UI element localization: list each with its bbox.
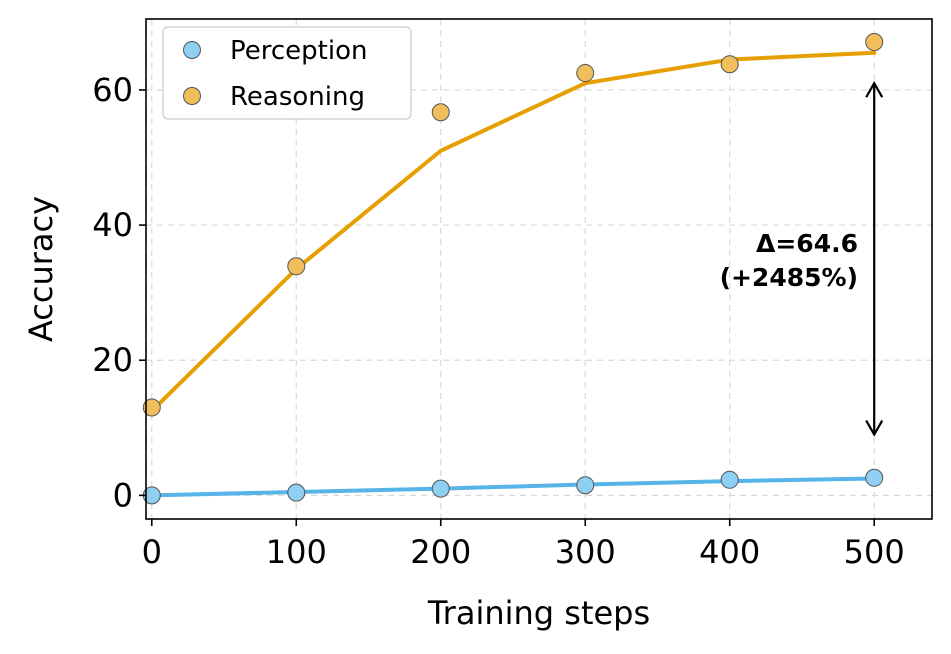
x-tick-label: 100 [266,533,327,571]
x-tick-label: 400 [699,533,760,571]
legend-entry-perception: Perception [230,36,367,66]
point-perception [287,483,306,502]
fit-line-perception [149,476,877,498]
point-perception [865,468,884,487]
fit-lines [149,50,877,498]
point-perception [431,479,450,498]
y-tick-label: 60 [92,71,133,109]
legend-marker-reasoning [183,87,201,105]
x-tick-label: 300 [555,533,616,571]
point-reasoning [576,64,595,83]
legend-entry-reasoning: Reasoning [230,82,365,112]
fit-line-reasoning [149,50,877,413]
delta-percent-label: (+2485%) [720,263,858,292]
legend-marker-perception [183,41,201,59]
plot-frame [145,18,933,520]
x-axis-label: Training steps [427,594,650,632]
delta-arrow-head-top [865,80,884,98]
point-reasoning [431,103,450,122]
y-tick-label: 0 [113,476,133,514]
point-perception [576,476,595,495]
legend-box [162,26,412,120]
delta-value-label: Δ=64.6 [756,229,858,258]
point-reasoning [720,55,739,74]
delta-annotation: Δ=64.6 (+2485%) [720,80,884,437]
point-reasoning [287,257,306,276]
y-tick-label: 20 [92,341,133,379]
x-tick-label: 0 [142,533,162,571]
data-points [142,32,884,505]
point-reasoning [865,32,884,51]
point-reasoning [142,398,161,417]
legend: Perception Reasoning [162,26,412,120]
y-axis-label: Accuracy [22,196,60,342]
x-tick-label: 500 [844,533,905,571]
point-perception [720,470,739,489]
y-tick-label: 40 [92,206,133,244]
axis-ticks: 0 100 200 300 400 500 0 20 40 60 [92,71,904,571]
grid [146,19,932,519]
x-tick-label: 200 [410,533,471,571]
delta-arrow-head-bottom [865,419,884,437]
